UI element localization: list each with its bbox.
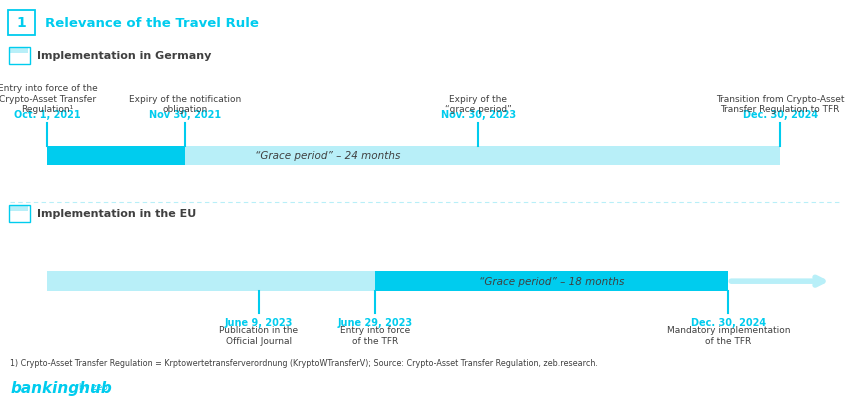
Text: Mandatory implementation
of the TFR: Mandatory implementation of the TFR bbox=[666, 326, 790, 345]
Text: Nov. 30, 2023: Nov. 30, 2023 bbox=[440, 110, 516, 120]
Text: June 29, 2023: June 29, 2023 bbox=[337, 318, 412, 328]
Text: Expiry of the notification
obligation: Expiry of the notification obligation bbox=[129, 94, 241, 114]
Text: Publication in the
Official Journal: Publication in the Official Journal bbox=[219, 326, 298, 345]
Bar bbox=[10, 206, 28, 211]
Text: Nov 30, 2021: Nov 30, 2021 bbox=[149, 110, 221, 120]
Bar bbox=[375, 272, 728, 291]
Text: Dec. 30, 2024: Dec. 30, 2024 bbox=[690, 318, 765, 328]
Bar bbox=[47, 146, 185, 166]
Bar bbox=[10, 48, 28, 53]
Text: bankinghub: bankinghub bbox=[10, 380, 112, 395]
Text: Relevance of the Travel Rule: Relevance of the Travel Rule bbox=[45, 17, 258, 30]
Bar bbox=[47, 272, 375, 291]
Text: “Grace period” – 24 months: “Grace period” – 24 months bbox=[255, 151, 400, 161]
Text: 1) Crypto-Asset Transfer Regulation = Krptowertetransferverordnung (KryptoWTrans: 1) Crypto-Asset Transfer Regulation = Kr… bbox=[10, 358, 598, 367]
Text: Entry into force
of the TFR: Entry into force of the TFR bbox=[339, 326, 410, 345]
Text: Dec. 30, 2024: Dec. 30, 2024 bbox=[741, 110, 817, 120]
Text: 1: 1 bbox=[16, 16, 27, 30]
Text: by zeb: by zeb bbox=[79, 382, 108, 391]
Text: Implementation in the EU: Implementation in the EU bbox=[37, 209, 196, 218]
FancyArrowPatch shape bbox=[730, 277, 822, 286]
Text: Expiry of the
“grace period”: Expiry of the “grace period” bbox=[444, 94, 511, 114]
Bar bbox=[185, 146, 779, 166]
Text: Oct. 1, 2021: Oct. 1, 2021 bbox=[14, 110, 81, 120]
Text: Entry into force of the
Crypto-Asset Transfer
Regulation¹: Entry into force of the Crypto-Asset Tra… bbox=[0, 84, 97, 114]
Text: Implementation in Germany: Implementation in Germany bbox=[37, 51, 211, 60]
Text: Transition from Crypto-Asset
Transfer Regulation to TFR: Transition from Crypto-Asset Transfer Re… bbox=[715, 94, 844, 114]
Text: “Grace period” – 18 months: “Grace period” – 18 months bbox=[479, 277, 623, 286]
Text: June 9, 2023: June 9, 2023 bbox=[224, 318, 293, 328]
